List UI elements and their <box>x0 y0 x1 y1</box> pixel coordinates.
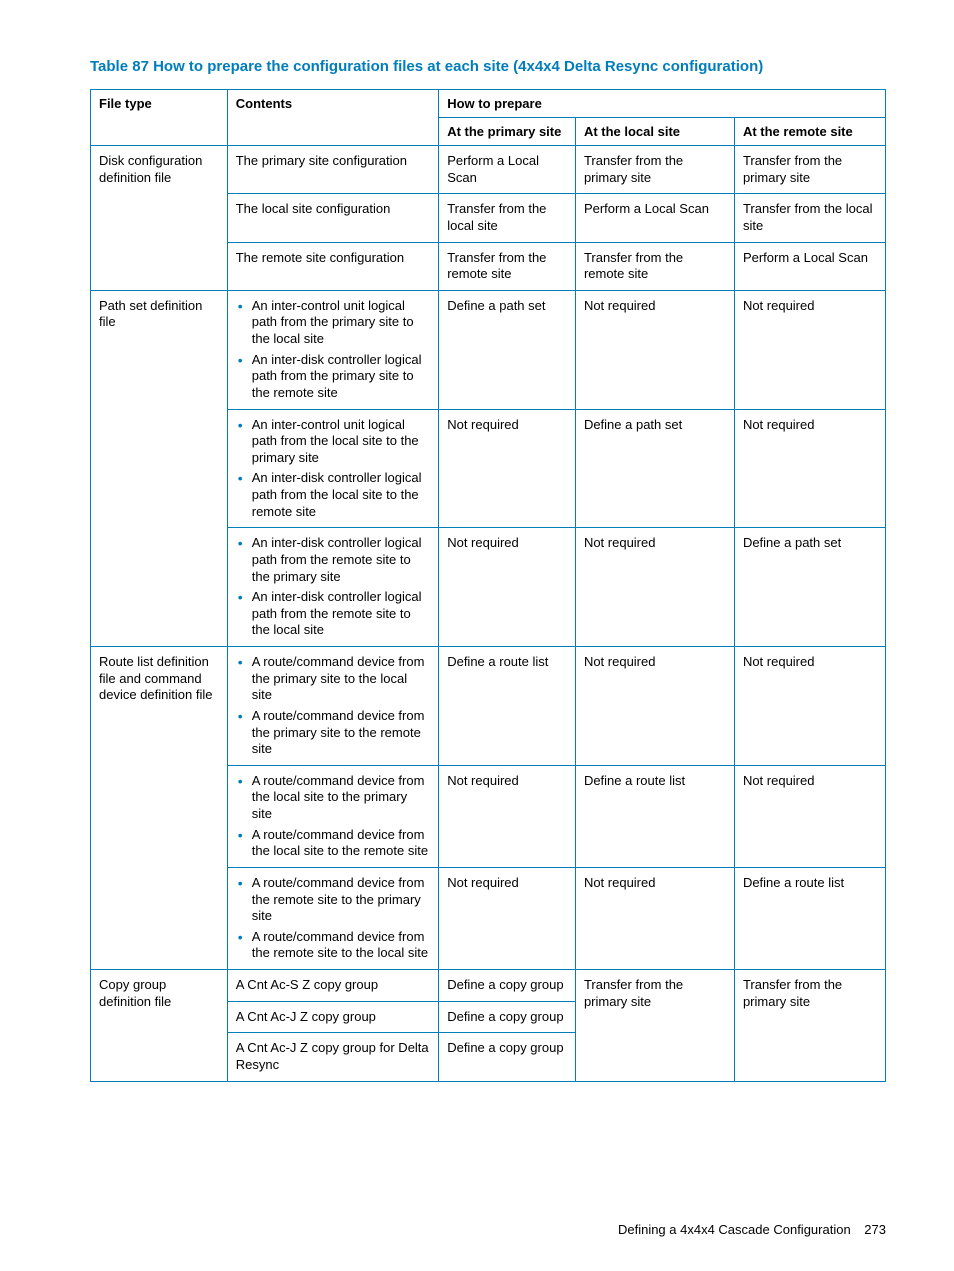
document-page: Table 87 How to prepare the configuratio… <box>0 0 954 1271</box>
cell-remote: Transfer from the local site <box>734 194 885 242</box>
cell-contents: A Cnt Ac-S Z copy group <box>227 970 438 1002</box>
config-table: File type Contents How to prepare At the… <box>90 89 886 1082</box>
cell-primary: Define a path set <box>439 290 576 409</box>
bullet-item: An inter-disk controller logical path fr… <box>252 352 430 402</box>
cell-contents: The remote site configuration <box>227 242 438 290</box>
table-row: Route list definition file and command d… <box>91 647 886 766</box>
cell-file-type: Disk configuration definition file <box>91 146 228 291</box>
cell-contents: A route/command device from the remote s… <box>227 867 438 969</box>
cell-contents: The local site configuration <box>227 194 438 242</box>
cell-contents: An inter-disk controller logical path fr… <box>227 528 438 647</box>
bullet-item: A route/command device from the primary … <box>252 654 430 708</box>
table-row: Copy group definition fileA Cnt Ac-S Z c… <box>91 970 886 1002</box>
cell-local: Define a route list <box>575 765 734 867</box>
cell-contents: A route/command device from the primary … <box>227 647 438 766</box>
table-body: Disk configuration definition fileThe pr… <box>91 146 886 1082</box>
bullet-list: An inter-disk controller logical path fr… <box>236 535 430 639</box>
cell-local: Not required <box>575 290 734 409</box>
cell-primary: Define a copy group <box>439 1001 576 1033</box>
cell-contents: The primary site configuration <box>227 146 438 194</box>
bullet-item: An inter-control unit logical path from … <box>252 298 430 352</box>
footer-page-number: 273 <box>864 1222 886 1237</box>
col-header-contents: Contents <box>227 90 438 146</box>
cell-remote: Not required <box>734 409 885 528</box>
cell-remote: Not required <box>734 647 885 766</box>
cell-contents: A Cnt Ac-J Z copy group <box>227 1001 438 1033</box>
cell-local: Not required <box>575 528 734 647</box>
cell-primary: Define a copy group <box>439 1033 576 1081</box>
table-row: Path set definition fileAn inter-control… <box>91 290 886 409</box>
cell-local: Transfer from the primary site <box>575 970 734 1082</box>
cell-local: Perform a Local Scan <box>575 194 734 242</box>
col-header-primary: At the primary site <box>439 118 576 146</box>
page-footer: Defining a 4x4x4 Cascade Configuration 2… <box>618 1222 886 1237</box>
col-header-how-to-prepare: How to prepare <box>439 90 886 118</box>
bullet-item: An inter-control unit logical path from … <box>252 417 430 471</box>
cell-primary: Not required <box>439 528 576 647</box>
bullet-list: A route/command device from the remote s… <box>236 875 430 962</box>
col-header-file-type: File type <box>91 90 228 146</box>
bullet-item: An inter-disk controller logical path fr… <box>252 589 430 639</box>
bullet-item: An inter-disk controller logical path fr… <box>252 470 430 520</box>
cell-contents: A Cnt Ac-J Z copy group for Delta Resync <box>227 1033 438 1081</box>
cell-primary: Define a copy group <box>439 970 576 1002</box>
bullet-item: A route/command device from the local si… <box>252 827 430 860</box>
bullet-list: A route/command device from the primary … <box>236 654 430 758</box>
cell-primary: Not required <box>439 765 576 867</box>
cell-remote: Not required <box>734 765 885 867</box>
cell-local: Not required <box>575 647 734 766</box>
table-row: Disk configuration definition fileThe pr… <box>91 146 886 194</box>
cell-remote: Not required <box>734 290 885 409</box>
cell-file-type: Copy group definition file <box>91 970 228 1082</box>
col-header-local: At the local site <box>575 118 734 146</box>
bullet-list: A route/command device from the local si… <box>236 773 430 860</box>
cell-file-type: Route list definition file and command d… <box>91 647 228 970</box>
cell-contents: An inter-control unit logical path from … <box>227 409 438 528</box>
cell-primary: Define a route list <box>439 647 576 766</box>
cell-local: Define a path set <box>575 409 734 528</box>
bullet-item: A route/command device from the primary … <box>252 708 430 758</box>
cell-primary: Not required <box>439 409 576 528</box>
bullet-item: A route/command device from the remote s… <box>252 875 430 929</box>
cell-local: Transfer from the primary site <box>575 146 734 194</box>
cell-primary: Transfer from the remote site <box>439 242 576 290</box>
cell-remote: Transfer from the primary site <box>734 146 885 194</box>
bullet-item: A route/command device from the local si… <box>252 773 430 827</box>
cell-local: Not required <box>575 867 734 969</box>
cell-remote: Perform a Local Scan <box>734 242 885 290</box>
bullet-item: A route/command device from the remote s… <box>252 929 430 962</box>
cell-file-type: Path set definition file <box>91 290 228 646</box>
cell-local: Transfer from the remote site <box>575 242 734 290</box>
bullet-item: An inter-disk controller logical path fr… <box>252 535 430 589</box>
bullet-list: An inter-control unit logical path from … <box>236 417 430 521</box>
cell-primary: Not required <box>439 867 576 969</box>
cell-primary: Perform a Local Scan <box>439 146 576 194</box>
bullet-list: An inter-control unit logical path from … <box>236 298 430 402</box>
col-header-remote: At the remote site <box>734 118 885 146</box>
cell-remote: Define a path set <box>734 528 885 647</box>
table-head: File type Contents How to prepare At the… <box>91 90 886 146</box>
cell-contents: A route/command device from the local si… <box>227 765 438 867</box>
cell-remote: Transfer from the primary site <box>734 970 885 1082</box>
cell-contents: An inter-control unit logical path from … <box>227 290 438 409</box>
cell-remote: Define a route list <box>734 867 885 969</box>
table-caption: Table 87 How to prepare the configuratio… <box>90 58 886 75</box>
footer-section: Defining a 4x4x4 Cascade Configuration <box>618 1222 851 1237</box>
cell-primary: Transfer from the local site <box>439 194 576 242</box>
